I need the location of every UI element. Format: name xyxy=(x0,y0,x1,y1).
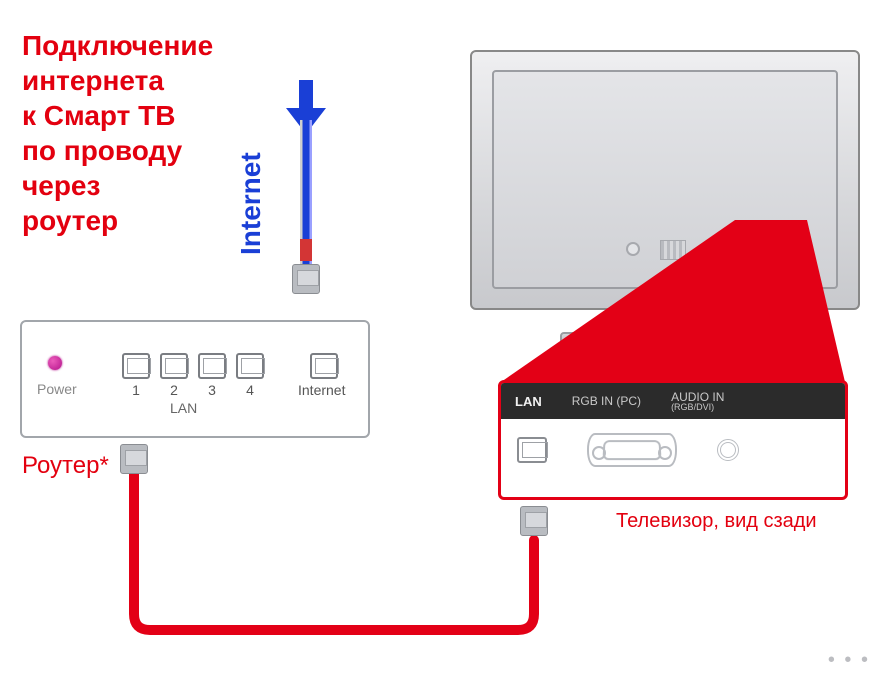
patch-cable-plug-tv-icon xyxy=(520,506,548,536)
tv-stand-column xyxy=(645,310,685,334)
router-lan-label: LAN xyxy=(170,400,197,416)
tv-vga-port-icon xyxy=(587,433,677,467)
router-port-numbers: 1 2 3 4 xyxy=(122,382,264,398)
decorative-dots: • • • xyxy=(828,649,870,672)
io-audio-line2: (RGB/DVI) xyxy=(671,403,724,412)
tv-vent-small-icon xyxy=(660,240,686,260)
tv-back-panel xyxy=(492,70,838,289)
tv-io-panel: LAN RGB IN (PC) AUDIO IN (RGB/DVI) xyxy=(498,380,848,500)
tv-vent-icon xyxy=(738,232,808,262)
router-power-label: Power xyxy=(37,381,77,397)
patch-cable-plug-router-icon xyxy=(120,444,148,474)
tv-audio-jack-icon xyxy=(717,439,739,461)
router-port-num: 1 xyxy=(122,382,150,398)
tv-lan-port-icon xyxy=(517,437,547,463)
router-port-num: 4 xyxy=(236,382,264,398)
diagram-title: Подключение интернета к Смарт ТВ по пров… xyxy=(22,28,213,238)
router-lan-port-2 xyxy=(160,353,188,379)
io-panel-ports xyxy=(501,419,845,481)
router-lan-ports xyxy=(122,353,264,379)
io-audio-label: AUDIO IN (RGB/DVI) xyxy=(671,391,724,412)
io-lan-label: LAN xyxy=(515,394,542,409)
tv-jack-icon xyxy=(626,242,640,256)
router-power-led-icon xyxy=(48,356,62,370)
tv-stand-base xyxy=(560,332,770,352)
router-wan-port xyxy=(310,353,338,379)
router-device: Power 1 2 3 4 LAN Internet xyxy=(20,320,370,438)
internet-cable-tip xyxy=(300,239,312,261)
router-lan-port-3 xyxy=(198,353,226,379)
diagram-canvas: Подключение интернета к Смарт ТВ по пров… xyxy=(0,0,888,688)
router-lan-port-1 xyxy=(122,353,150,379)
router-port-num: 3 xyxy=(198,382,226,398)
tv-device xyxy=(470,50,860,360)
router-port-num: 2 xyxy=(160,382,188,398)
tv-caption: Телевизор, вид сзади xyxy=(616,510,817,533)
router-lan-port-4 xyxy=(236,353,264,379)
io-panel-header: LAN RGB IN (PC) AUDIO IN (RGB/DVI) xyxy=(501,383,845,419)
router-wan-label: Internet xyxy=(298,382,345,398)
internet-label: Internet xyxy=(235,152,267,255)
internet-plug-icon xyxy=(292,264,320,294)
io-rgb-label: RGB IN (PC) xyxy=(572,395,641,407)
router-caption: Роутер* xyxy=(22,452,109,480)
